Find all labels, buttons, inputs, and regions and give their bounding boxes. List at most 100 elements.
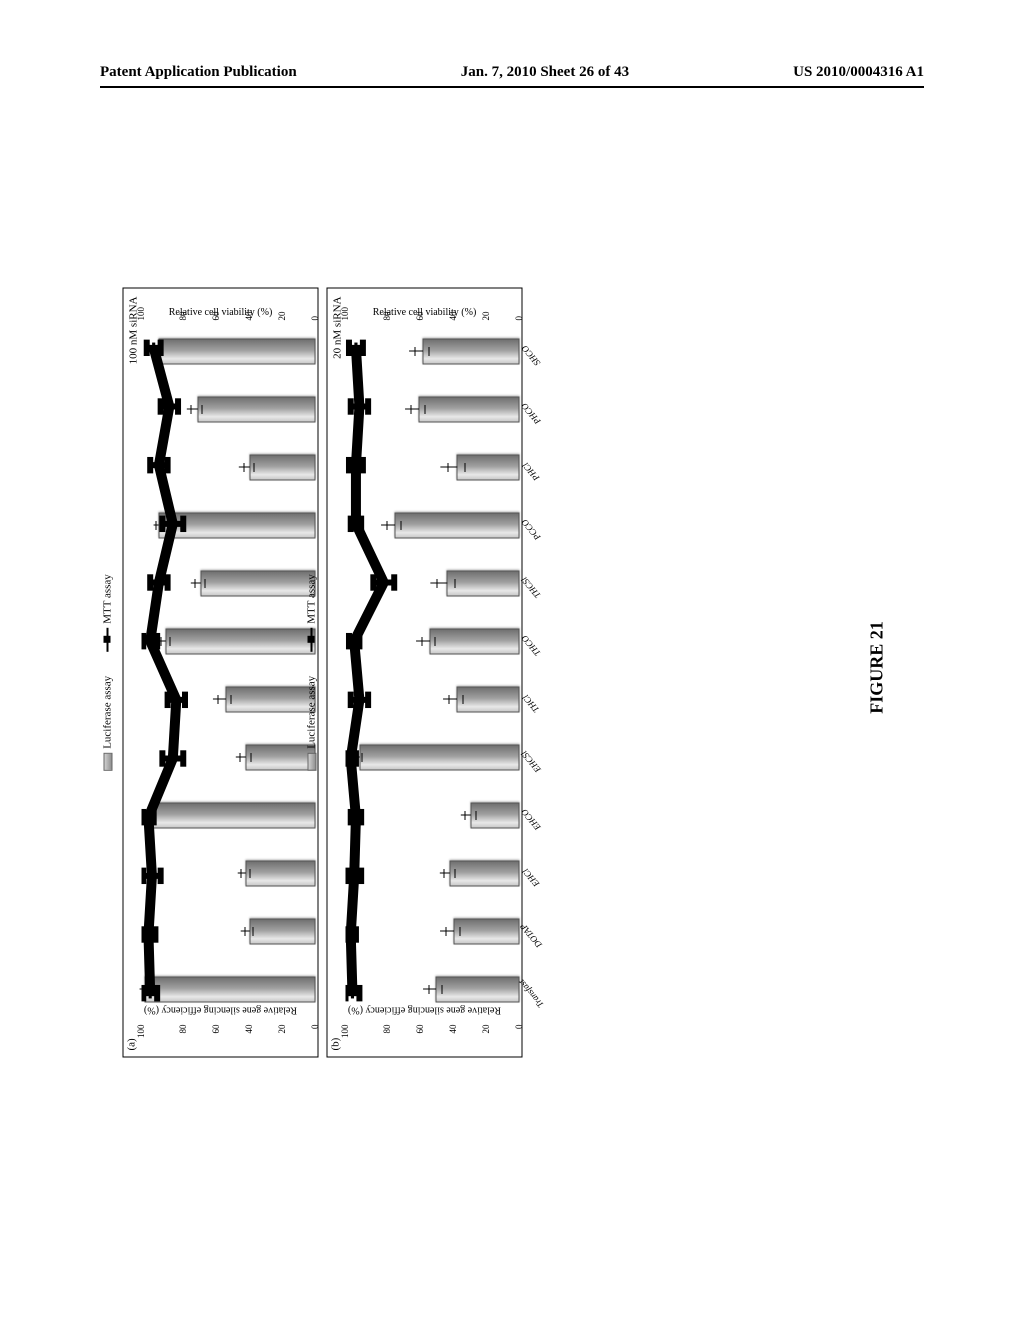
y-tick: 20 (482, 291, 491, 321)
error-cap (421, 637, 422, 646)
error-cap (465, 811, 466, 820)
header-center: Jan. 7, 2010 Sheet 26 of 43 (461, 64, 629, 81)
bars-b (346, 319, 520, 1023)
bar-group (346, 497, 520, 555)
error-bar (405, 409, 419, 410)
error-bar (191, 583, 201, 584)
bar (419, 397, 520, 423)
error-bar (152, 351, 159, 352)
error-bar (236, 757, 246, 758)
error-bar (444, 699, 458, 700)
error-cap (447, 463, 448, 472)
y-ticks-right-a: 020406080100 (142, 291, 316, 321)
bar-group (346, 729, 520, 787)
y-ticks-right-b: 020406080100 (346, 291, 520, 321)
y-tick: 40 (245, 291, 254, 321)
bar (453, 919, 519, 945)
error-cap (205, 579, 206, 588)
y-ticks-left-a: 020406080100 (142, 1025, 316, 1055)
bar (159, 513, 316, 539)
legend-line-label-b: MTT assay (306, 574, 318, 624)
bar-group (142, 961, 316, 1019)
header-rule (100, 86, 924, 88)
plot-area-a (142, 319, 316, 1023)
error-cap (161, 637, 162, 646)
line-swatch-icon (107, 628, 109, 652)
error-cap (243, 463, 244, 472)
error-cap (386, 521, 387, 530)
bar (359, 745, 519, 771)
error-cap (253, 927, 254, 936)
bar (249, 919, 315, 945)
error-cap (201, 405, 202, 414)
bar-group (142, 323, 316, 381)
error-bar (381, 525, 395, 526)
bar (225, 687, 315, 713)
bar (145, 977, 316, 1003)
legend-bar: Luciferase assay (102, 676, 114, 771)
legend-line-b: MTT assay (306, 574, 318, 652)
bar-group (142, 381, 316, 439)
bar (394, 513, 519, 539)
error-cap (161, 347, 162, 356)
error-cap (435, 637, 436, 646)
error-cap (414, 347, 415, 356)
y-tick: 100 (341, 1025, 350, 1055)
y-ticks-left-b: 020406080100 (346, 1025, 520, 1055)
error-bar (237, 873, 246, 874)
y-tick: 40 (449, 291, 458, 321)
error-bar (416, 641, 430, 642)
error-cap (169, 637, 170, 646)
y-tick: 80 (179, 291, 188, 321)
bar (159, 339, 316, 365)
error-cap (428, 985, 429, 994)
y-tick: 60 (212, 291, 221, 321)
error-cap (240, 753, 241, 762)
error-bar (409, 351, 423, 352)
bar-group (142, 439, 316, 497)
bar-group (142, 845, 316, 903)
plot-area-b (346, 319, 520, 1023)
figure-caption: FIGURE 21 (867, 621, 888, 714)
error-cap (442, 985, 443, 994)
bar-group (142, 613, 316, 671)
chart-panel-b: Luciferase assay MTT assay (b) 20 nM siR… (327, 288, 523, 1058)
bar (436, 977, 520, 1003)
error-cap (141, 985, 142, 994)
charts-wrapper: Luciferase assay MTT assay (a) 100 nM si… (123, 288, 523, 1058)
bar-group (142, 671, 316, 729)
error-bar (241, 931, 250, 932)
bar (471, 803, 520, 829)
legend-line-label: MTT assay (102, 574, 114, 624)
bar-group (346, 903, 520, 961)
header-right: US 2010/0004316 A1 (793, 64, 924, 81)
y-tick: 80 (383, 291, 392, 321)
x-labels: TransfastDOTAPEHClEHCOEHCSlTHClTHCOTHCSl… (524, 319, 552, 1023)
bar-group (346, 845, 520, 903)
bar (201, 571, 316, 597)
bar-group (346, 613, 520, 671)
error-bar (440, 467, 457, 468)
error-cap (425, 405, 426, 414)
error-cap (148, 811, 149, 820)
bars-a (142, 319, 316, 1023)
y-tick: 100 (137, 291, 146, 321)
legend-bar-label: Luciferase assay (102, 676, 114, 749)
bar-group (142, 555, 316, 613)
error-cap (154, 811, 155, 820)
legend-bar-b: Luciferase assay (306, 676, 318, 771)
error-bar (430, 583, 447, 584)
bar-group (346, 323, 520, 381)
error-bar (353, 757, 360, 758)
error-bar (213, 699, 225, 700)
bar-swatch-icon (307, 753, 316, 771)
bar-group (346, 381, 520, 439)
bar (446, 571, 519, 597)
bar-group (142, 903, 316, 961)
error-cap (463, 695, 464, 704)
bar (450, 861, 520, 887)
error-bar (461, 815, 471, 816)
error-cap (428, 347, 429, 356)
error-cap (218, 695, 219, 704)
chart-panel-a: Luciferase assay MTT assay (a) 100 nM si… (123, 288, 319, 1058)
